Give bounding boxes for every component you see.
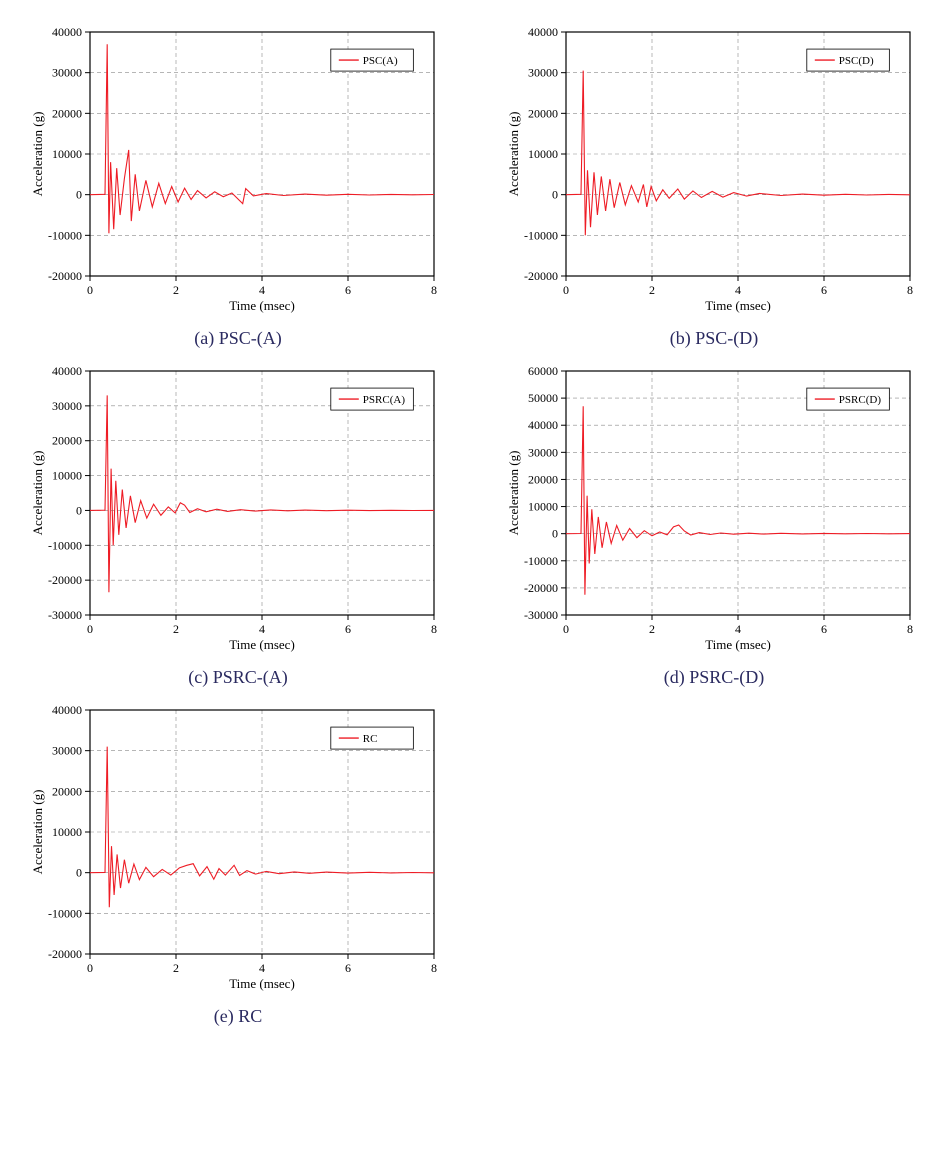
svg-text:30000: 30000 — [528, 445, 558, 459]
svg-text:-30000: -30000 — [48, 608, 82, 622]
svg-text:PSRC(D): PSRC(D) — [839, 394, 882, 406]
svg-text:6: 6 — [345, 961, 351, 975]
svg-text:Time (msec): Time (msec) — [705, 298, 771, 313]
chart-cell-psc-d: 0 2 4 6 8 -20000 -10000 0 10000 20000 30000 40000 Ti… — [496, 20, 932, 349]
caption-psc-a: (a) PSC-(A) — [194, 328, 282, 349]
svg-text:Time (msec): Time (msec) — [229, 976, 295, 991]
chart-cell-psrc-a: 0 2 4 6 8 -30000 -20000 -10000 0 10000 20000 30000 4… — [20, 359, 456, 688]
svg-text:0: 0 — [552, 527, 558, 541]
svg-text:10000: 10000 — [52, 825, 82, 839]
svg-text:Time (msec): Time (msec) — [705, 637, 771, 652]
svg-text:40000: 40000 — [528, 25, 558, 39]
svg-text:0: 0 — [76, 188, 82, 202]
svg-text:Acceleration (g): Acceleration (g) — [506, 451, 521, 536]
svg-text:10000: 10000 — [528, 500, 558, 514]
svg-text:40000: 40000 — [52, 25, 82, 39]
svg-text:Acceleration (g): Acceleration (g) — [506, 112, 521, 197]
svg-text:20000: 20000 — [52, 106, 82, 120]
svg-text:10000: 10000 — [52, 469, 82, 483]
svg-text:4: 4 — [735, 283, 741, 297]
svg-text:10000: 10000 — [52, 147, 82, 161]
chart-psrc-d: 0 2 4 6 8 -30000 -20000 -10000 0 10000 20000 30000 4… — [504, 359, 924, 659]
svg-text:-10000: -10000 — [524, 554, 558, 568]
svg-text:-20000: -20000 — [48, 947, 82, 961]
chart-psrc-a: 0 2 4 6 8 -30000 -20000 -10000 0 10000 20000 30000 4… — [28, 359, 448, 659]
chart-rc: 0 2 4 6 8 -20000 -10000 0 10000 20000 30000 40000 Ti… — [28, 698, 448, 998]
svg-text:Acceleration (g): Acceleration (g) — [30, 112, 45, 197]
svg-text:Acceleration (g): Acceleration (g) — [30, 790, 45, 875]
chart-cell-psc-a: 0 2 4 6 8 -20000 -10000 0 10000 20000 30000 40000 Ti… — [20, 20, 456, 349]
chart-cell-psrc-d: 0 2 4 6 8 -30000 -20000 -10000 0 10000 20000 30000 4… — [496, 359, 932, 688]
svg-text:Acceleration (g): Acceleration (g) — [30, 451, 45, 536]
svg-text:20000: 20000 — [52, 434, 82, 448]
svg-text:0: 0 — [87, 283, 93, 297]
svg-text:-20000: -20000 — [48, 269, 82, 283]
svg-text:-10000: -10000 — [48, 906, 82, 920]
svg-text:10000: 10000 — [528, 147, 558, 161]
svg-text:8: 8 — [431, 283, 437, 297]
svg-text:40000: 40000 — [528, 418, 558, 432]
svg-text:30000: 30000 — [52, 744, 82, 758]
svg-text:RC: RC — [363, 733, 378, 745]
svg-text:50000: 50000 — [528, 391, 558, 405]
svg-text:-20000: -20000 — [524, 581, 558, 595]
svg-text:8: 8 — [907, 283, 913, 297]
svg-text:30000: 30000 — [528, 66, 558, 80]
svg-text:20000: 20000 — [52, 784, 82, 798]
svg-text:4: 4 — [259, 283, 265, 297]
svg-text:6: 6 — [345, 283, 351, 297]
svg-text:0: 0 — [76, 503, 82, 517]
chart-psc-d: 0 2 4 6 8 -20000 -10000 0 10000 20000 30000 40000 Ti… — [504, 20, 924, 320]
caption-psrc-d: (d) PSRC-(D) — [664, 667, 765, 688]
svg-text:30000: 30000 — [52, 399, 82, 413]
svg-text:4: 4 — [735, 622, 741, 636]
svg-text:8: 8 — [431, 622, 437, 636]
svg-text:-30000: -30000 — [524, 608, 558, 622]
svg-text:Time (msec): Time (msec) — [229, 298, 295, 313]
svg-text:0: 0 — [87, 622, 93, 636]
svg-text:20000: 20000 — [528, 106, 558, 120]
svg-text:PSC(A): PSC(A) — [363, 55, 398, 67]
caption-psrc-a: (c) PSRC-(A) — [188, 667, 288, 688]
svg-text:0: 0 — [563, 283, 569, 297]
svg-text:0: 0 — [552, 188, 558, 202]
svg-text:0: 0 — [76, 866, 82, 880]
svg-text:Time (msec): Time (msec) — [229, 637, 295, 652]
svg-text:6: 6 — [821, 622, 827, 636]
svg-text:2: 2 — [173, 283, 179, 297]
svg-text:40000: 40000 — [52, 364, 82, 378]
svg-text:2: 2 — [173, 961, 179, 975]
svg-text:4: 4 — [259, 622, 265, 636]
svg-text:60000: 60000 — [528, 364, 558, 378]
svg-text:6: 6 — [821, 283, 827, 297]
caption-rc: (e) RC — [214, 1006, 263, 1027]
svg-text:PSC(D): PSC(D) — [839, 55, 874, 67]
chart-cell-rc: 0 2 4 6 8 -20000 -10000 0 10000 20000 30000 40000 Ti… — [20, 698, 456, 1027]
svg-text:4: 4 — [259, 961, 265, 975]
svg-text:-10000: -10000 — [48, 228, 82, 242]
svg-text:0: 0 — [87, 961, 93, 975]
svg-text:-10000: -10000 — [48, 538, 82, 552]
svg-text:8: 8 — [907, 622, 913, 636]
svg-text:-20000: -20000 — [524, 269, 558, 283]
svg-text:6: 6 — [345, 622, 351, 636]
svg-text:-10000: -10000 — [524, 228, 558, 242]
svg-text:PSRC(A): PSRC(A) — [363, 394, 406, 406]
svg-text:40000: 40000 — [52, 703, 82, 717]
svg-text:-20000: -20000 — [48, 573, 82, 587]
chart-psc-a: 0 2 4 6 8 -20000 -10000 0 10000 20000 30000 40000 Ti… — [28, 20, 448, 320]
svg-text:0: 0 — [563, 622, 569, 636]
svg-text:30000: 30000 — [52, 66, 82, 80]
svg-text:2: 2 — [173, 622, 179, 636]
svg-text:20000: 20000 — [528, 472, 558, 486]
caption-psc-d: (b) PSC-(D) — [670, 328, 759, 349]
svg-text:2: 2 — [649, 622, 655, 636]
svg-text:2: 2 — [649, 283, 655, 297]
svg-text:8: 8 — [431, 961, 437, 975]
